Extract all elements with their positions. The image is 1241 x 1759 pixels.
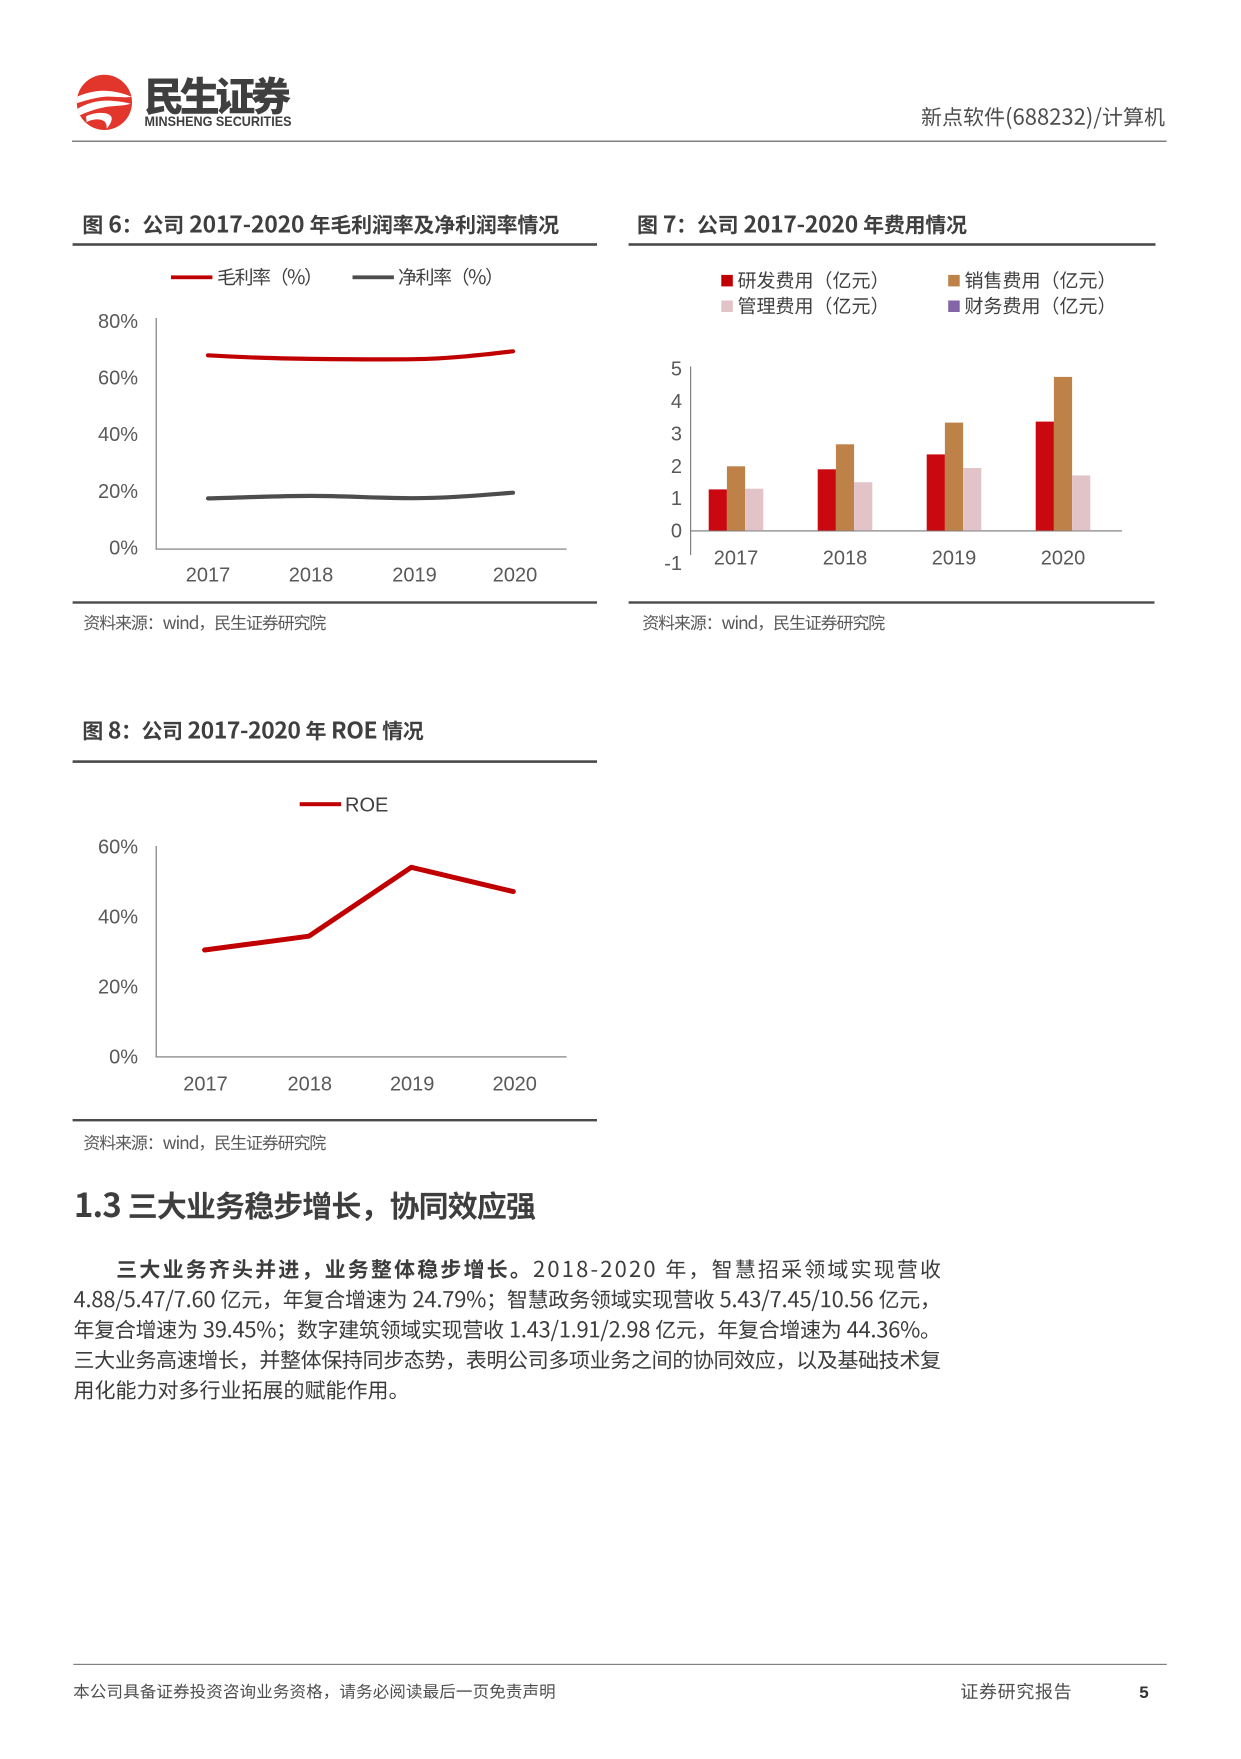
svg-text:2: 2: [671, 456, 682, 478]
svg-text:0%: 0%: [109, 1046, 138, 1068]
svg-text:ROE: ROE: [345, 795, 388, 817]
svg-text:2018: 2018: [288, 1073, 333, 1095]
svg-text:20%: 20%: [98, 481, 138, 503]
svg-text:60%: 60%: [98, 836, 138, 858]
svg-text:MINSHENG SECURITIES: MINSHENG SECURITIES: [145, 114, 292, 129]
svg-text:0: 0: [671, 521, 682, 543]
svg-text:2018: 2018: [823, 547, 868, 569]
svg-text:2017: 2017: [183, 1073, 228, 1095]
svg-text:40%: 40%: [98, 424, 138, 446]
svg-text:2019: 2019: [390, 1073, 435, 1095]
svg-text:60%: 60%: [98, 368, 138, 390]
svg-text:2017: 2017: [714, 547, 759, 569]
svg-text:-1: -1: [664, 553, 682, 575]
svg-text:5: 5: [1139, 1683, 1148, 1702]
svg-text:3: 3: [671, 423, 682, 445]
svg-text:2020: 2020: [493, 564, 538, 586]
svg-text:2019: 2019: [392, 564, 437, 586]
svg-text:80%: 80%: [98, 311, 138, 333]
svg-text:5: 5: [671, 359, 682, 381]
svg-text:2017: 2017: [186, 564, 231, 586]
svg-text:1: 1: [671, 488, 682, 510]
svg-text:2018: 2018: [289, 564, 334, 586]
svg-text:2020: 2020: [492, 1073, 537, 1095]
svg-text:20%: 20%: [98, 976, 138, 998]
svg-text:4: 4: [671, 391, 682, 413]
svg-text:2019: 2019: [932, 547, 977, 569]
svg-text:2020: 2020: [1041, 547, 1086, 569]
svg-text:40%: 40%: [98, 906, 138, 928]
svg-text:0%: 0%: [109, 538, 138, 560]
